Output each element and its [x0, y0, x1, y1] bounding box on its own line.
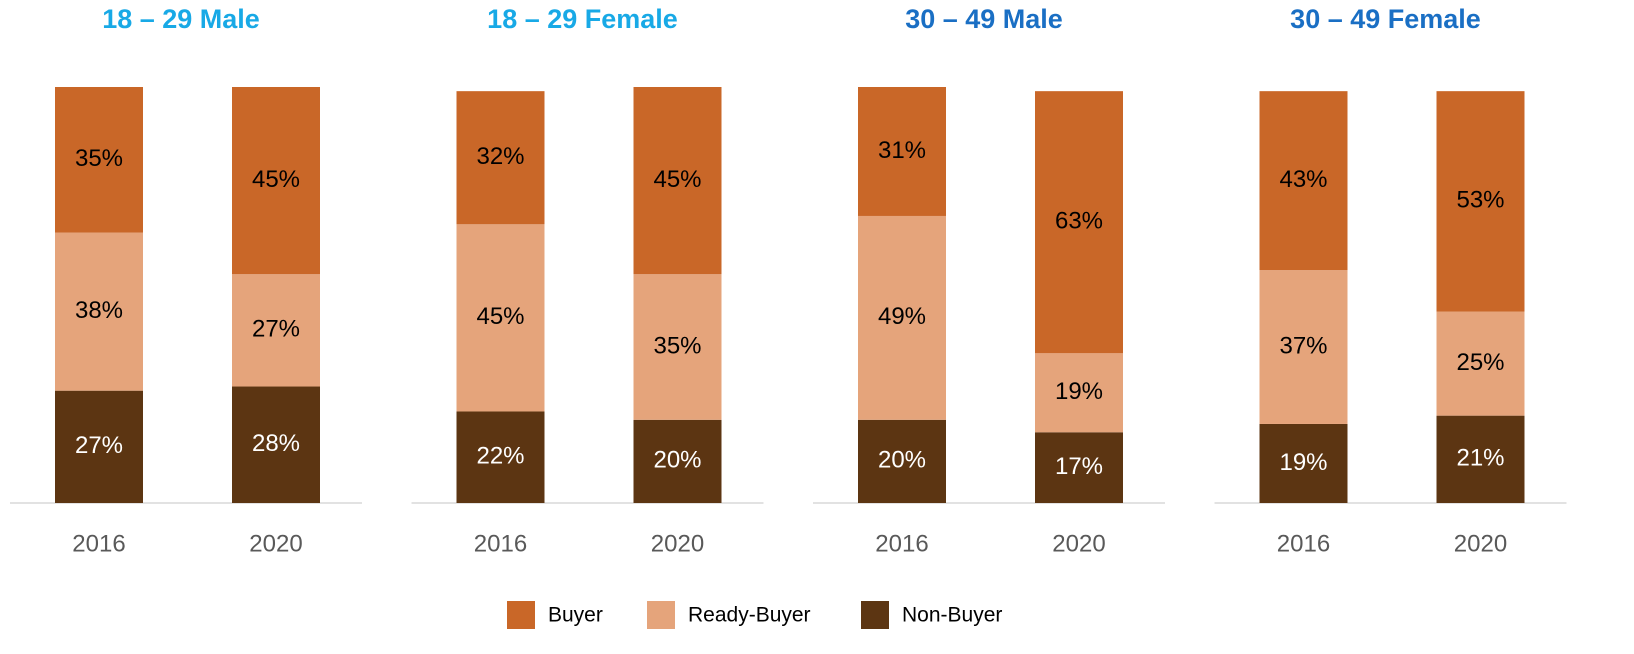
bar-segment [1259, 91, 1348, 271]
bar-segment [232, 274, 320, 387]
x-tick-label: 2016 [72, 530, 125, 557]
legend-swatch [861, 601, 889, 629]
value-label: 27% [75, 432, 123, 459]
value-label: 19% [1279, 449, 1327, 476]
x-tick-label: 2020 [1454, 530, 1507, 557]
x-tick-label: 2020 [249, 530, 302, 557]
value-label: 37% [1279, 332, 1327, 359]
bar-segment [858, 419, 946, 503]
bar-segment [1436, 415, 1525, 503]
bar-segment [55, 232, 143, 391]
bar-segment [1259, 270, 1348, 424]
bar-segment [232, 87, 320, 275]
bar-segment [858, 87, 946, 216]
bar-segment [55, 390, 143, 503]
bar-segment [1436, 91, 1525, 312]
value-label: 45% [653, 166, 701, 193]
value-label: 38% [75, 297, 123, 324]
value-label: 20% [878, 447, 926, 474]
value-label: 19% [1055, 378, 1103, 405]
value-label: 17% [1055, 453, 1103, 480]
value-label: 28% [252, 430, 300, 457]
value-label: 49% [878, 303, 926, 330]
bar-segment [232, 386, 320, 503]
value-label: 20% [653, 447, 701, 474]
panel-title: 18 – 29 Female [487, 4, 678, 34]
bar-segment [456, 91, 545, 225]
value-label: 21% [1456, 445, 1504, 472]
legend-label: Buyer [548, 604, 603, 627]
legend-swatch [647, 601, 675, 629]
bar-segment [858, 215, 946, 420]
bar-segment [633, 274, 722, 420]
bar-segment [456, 411, 545, 503]
value-label: 53% [1456, 187, 1504, 214]
value-label: 63% [1055, 208, 1103, 235]
panel-title: 30 – 49 Female [1290, 4, 1481, 34]
x-tick-label: 2016 [875, 530, 928, 557]
bar-segment [1259, 423, 1348, 503]
x-tick-label: 2020 [651, 530, 704, 557]
bar-segment [456, 224, 545, 412]
bar-segment [1035, 353, 1123, 433]
x-tick-label: 2016 [1277, 530, 1330, 557]
x-tick-label: 2020 [1052, 530, 1105, 557]
value-label: 43% [1279, 166, 1327, 193]
value-label: 22% [476, 443, 524, 470]
bar-segment [633, 419, 722, 503]
bar-segment [1035, 91, 1123, 354]
bar-segment [633, 87, 722, 275]
bar-segment [55, 87, 143, 233]
value-label: 31% [878, 137, 926, 164]
bar-segment [1436, 311, 1525, 416]
legend-label: Ready-Buyer [688, 604, 811, 627]
panel-title: 30 – 49 Male [905, 4, 1063, 34]
bar-segment [1035, 432, 1123, 503]
value-label: 27% [252, 316, 300, 343]
value-label: 32% [476, 143, 524, 170]
value-label: 25% [1456, 349, 1504, 376]
legend-swatch [507, 601, 535, 629]
x-tick-label: 2016 [474, 530, 527, 557]
legend-label: Non-Buyer [902, 604, 1002, 627]
value-label: 45% [476, 303, 524, 330]
value-label: 35% [653, 332, 701, 359]
value-label: 45% [252, 166, 300, 193]
value-label: 35% [75, 145, 123, 172]
panel-title: 18 – 29 Male [102, 4, 260, 34]
